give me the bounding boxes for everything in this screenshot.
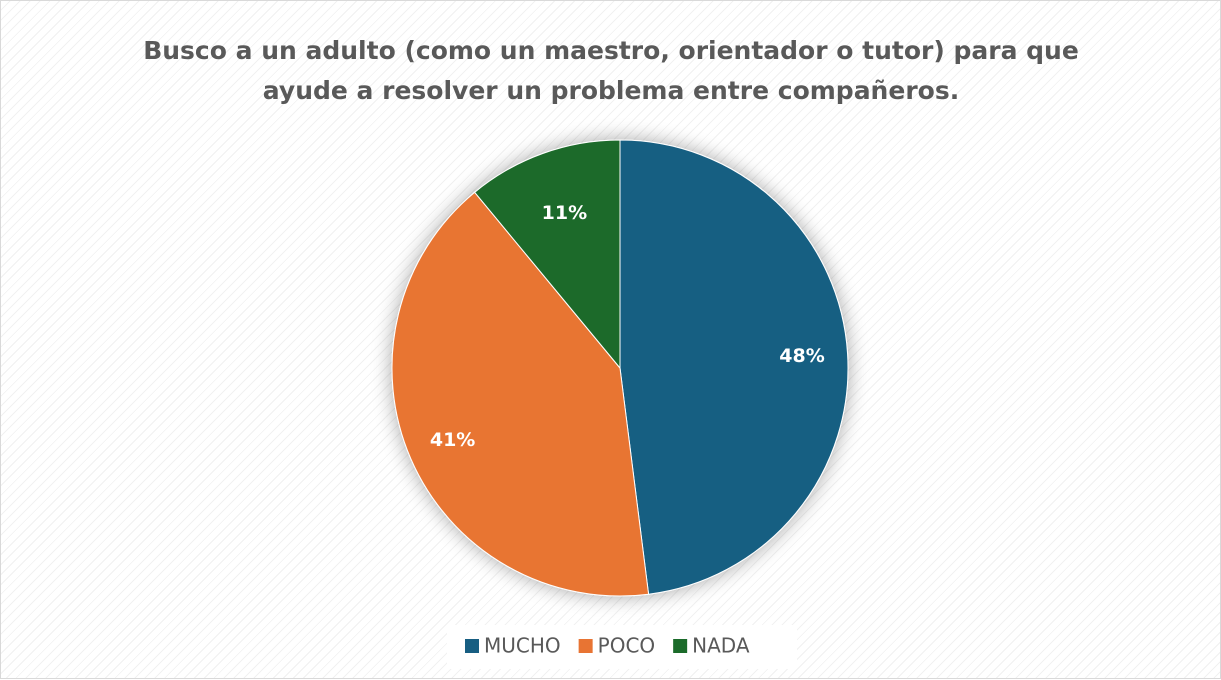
- pie: [391, 139, 849, 597]
- legend-label: MUCHO: [484, 634, 561, 658]
- data-label: 41%: [430, 429, 475, 451]
- legend-box: [447, 625, 797, 669]
- data-label: 48%: [779, 345, 824, 367]
- legend-label: NADA: [692, 634, 750, 658]
- legend-swatch: [673, 639, 688, 653]
- pie-slice: [473, 139, 621, 370]
- legend-swatch: [578, 639, 593, 653]
- legend-swatch: [465, 639, 479, 653]
- chart-title: Busco a un adulto (como un maestro, orie…: [143, 36, 1079, 105]
- legend-label: POCO: [598, 634, 656, 658]
- pie-slice: [391, 191, 650, 597]
- data-label: 11%: [542, 202, 587, 224]
- pie-slice: [619, 139, 849, 595]
